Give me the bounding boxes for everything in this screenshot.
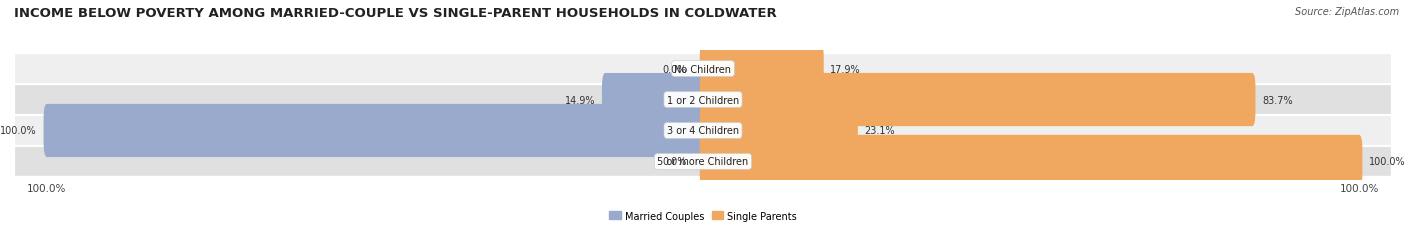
Text: 100.0%: 100.0% bbox=[1369, 157, 1406, 167]
Text: 23.1%: 23.1% bbox=[865, 126, 896, 136]
Text: Source: ZipAtlas.com: Source: ZipAtlas.com bbox=[1295, 7, 1399, 17]
Text: 14.9%: 14.9% bbox=[565, 95, 595, 105]
FancyBboxPatch shape bbox=[700, 74, 1256, 127]
Text: 100.0%: 100.0% bbox=[0, 126, 37, 136]
FancyBboxPatch shape bbox=[44, 104, 706, 157]
FancyBboxPatch shape bbox=[700, 43, 824, 96]
FancyBboxPatch shape bbox=[14, 116, 1392, 146]
FancyBboxPatch shape bbox=[14, 85, 1392, 116]
Text: No Children: No Children bbox=[675, 64, 731, 74]
Text: 5 or more Children: 5 or more Children bbox=[658, 157, 748, 167]
FancyBboxPatch shape bbox=[602, 74, 706, 127]
Text: 1 or 2 Children: 1 or 2 Children bbox=[666, 95, 740, 105]
Text: 17.9%: 17.9% bbox=[831, 64, 860, 74]
FancyBboxPatch shape bbox=[14, 54, 1392, 85]
Text: 3 or 4 Children: 3 or 4 Children bbox=[666, 126, 740, 136]
Legend: Married Couples, Single Parents: Married Couples, Single Parents bbox=[605, 207, 801, 225]
Text: 0.0%: 0.0% bbox=[662, 64, 686, 74]
Text: 83.7%: 83.7% bbox=[1263, 95, 1292, 105]
Text: 0.0%: 0.0% bbox=[662, 157, 686, 167]
FancyBboxPatch shape bbox=[700, 135, 1362, 188]
Text: INCOME BELOW POVERTY AMONG MARRIED-COUPLE VS SINGLE-PARENT HOUSEHOLDS IN COLDWAT: INCOME BELOW POVERTY AMONG MARRIED-COUPL… bbox=[14, 7, 776, 20]
FancyBboxPatch shape bbox=[700, 104, 858, 157]
FancyBboxPatch shape bbox=[14, 146, 1392, 177]
